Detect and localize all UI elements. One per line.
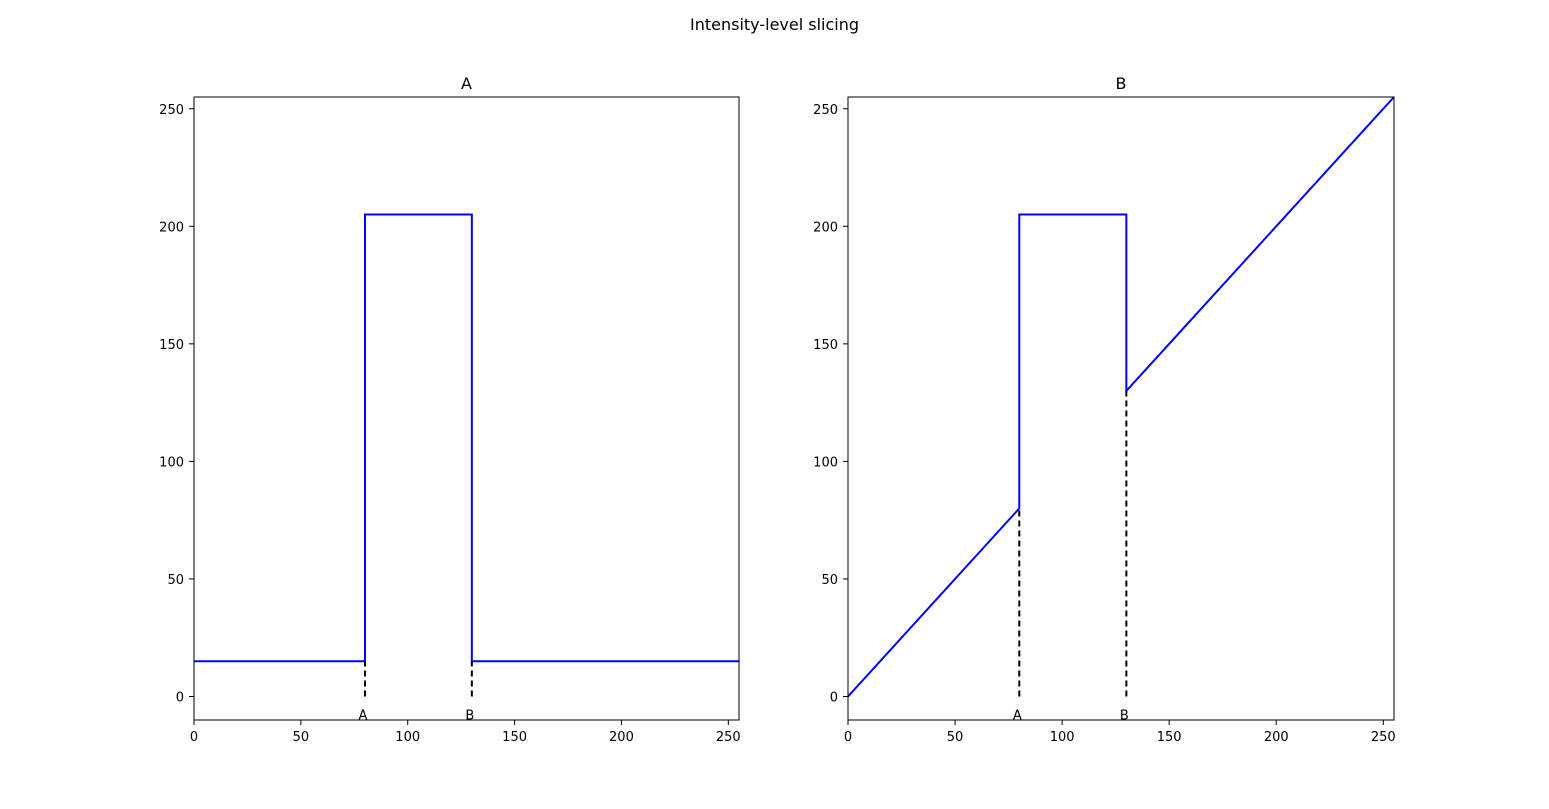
panel-b-y-tick-label: 0 — [830, 690, 838, 705]
panel-b-x-tick-label: 150 — [1157, 730, 1182, 745]
panel-a-x-tick-label: 250 — [716, 730, 741, 745]
panel-b-annotation-a: A — [1013, 708, 1022, 723]
panel-b-x-tick-label: 50 — [947, 730, 964, 745]
panel-a-y-tick-label: 150 — [159, 338, 184, 353]
panel-b-x-tick-label: 100 — [1050, 730, 1075, 745]
panel-a-annotation-a: A — [359, 708, 368, 723]
panel-b-y-tick-label: 200 — [813, 220, 838, 235]
figure-suptitle: Intensity-level slicing — [690, 15, 859, 34]
panel-b-y-tick-label: 250 — [813, 103, 838, 118]
panel-a-x-tick-label: 50 — [293, 730, 310, 745]
panel-b-y-tick-label: 50 — [821, 573, 838, 588]
panel-b-annotation-b: B — [1120, 708, 1129, 723]
panel-a-title: A — [461, 74, 472, 93]
panel-a-y-tick-label: 200 — [159, 220, 184, 235]
panel-b: B A B 0 50 100 150 200 250 0 50 100 150 200 250 — [813, 74, 1396, 745]
panel-a-annotation-b: B — [465, 708, 474, 723]
panel-a-y-tick-label: 250 — [159, 103, 184, 118]
panel-a-series-line — [194, 213, 739, 663]
panel-a-x-tick-label: 150 — [502, 730, 527, 745]
panel-a: A A B 0 50 100 150 200 250 0 50 100 150 200 250 — [159, 74, 741, 745]
panel-b-axes-frame — [847, 96, 1395, 721]
panel-a-y-tick-label: 100 — [159, 455, 184, 470]
panel-a-x-tick-label: 200 — [609, 730, 634, 745]
panel-b-y-tick-label: 100 — [813, 455, 838, 470]
panel-a-y-tick-label: 50 — [167, 573, 184, 588]
panel-b-x-tick-label: 200 — [1264, 730, 1289, 745]
panel-a-axes-frame — [193, 96, 740, 721]
panel-a-y-tick-label: 0 — [176, 690, 184, 705]
panel-b-title: B — [1116, 74, 1127, 93]
panel-b-series-line — [847, 96, 1395, 698]
panel-a-x-tick-label: 100 — [395, 730, 420, 745]
panel-b-y-tick-label: 150 — [813, 338, 838, 353]
panel-a-x-tick-label: 0 — [190, 730, 198, 745]
panel-b-x-tick-label: 250 — [1371, 730, 1396, 745]
panel-b-x-tick-label: 0 — [844, 730, 852, 745]
